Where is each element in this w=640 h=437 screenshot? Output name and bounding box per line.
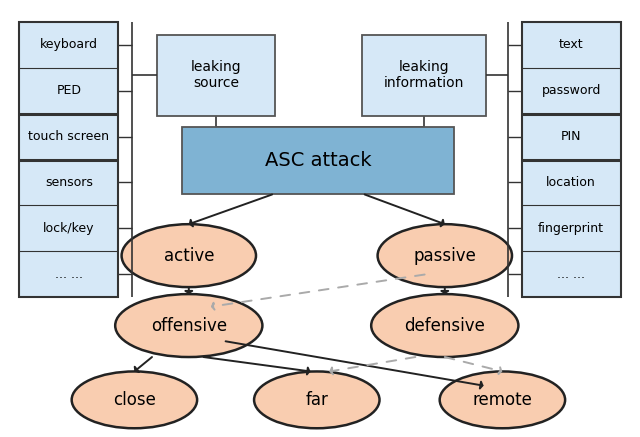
- Text: lock/key: lock/key: [43, 222, 95, 235]
- Ellipse shape: [378, 224, 512, 287]
- Text: ... ...: ... ...: [55, 268, 83, 281]
- Text: offensive: offensive: [151, 316, 227, 335]
- Text: PED: PED: [56, 84, 81, 97]
- Text: remote: remote: [472, 391, 532, 409]
- Text: fingerprint: fingerprint: [538, 222, 604, 235]
- FancyBboxPatch shape: [19, 22, 118, 297]
- Text: passive: passive: [413, 246, 476, 265]
- Text: PIN: PIN: [561, 130, 582, 143]
- FancyBboxPatch shape: [157, 35, 275, 116]
- Ellipse shape: [254, 371, 380, 428]
- Text: location: location: [547, 176, 596, 189]
- Text: close: close: [113, 391, 156, 409]
- FancyBboxPatch shape: [362, 35, 486, 116]
- Ellipse shape: [371, 294, 518, 357]
- Text: ASC attack: ASC attack: [265, 151, 372, 170]
- Ellipse shape: [440, 371, 565, 428]
- Text: sensors: sensors: [45, 176, 93, 189]
- Ellipse shape: [122, 224, 256, 287]
- Text: password: password: [541, 84, 601, 97]
- Text: ... ...: ... ...: [557, 268, 585, 281]
- FancyBboxPatch shape: [182, 127, 454, 194]
- Text: defensive: defensive: [404, 316, 485, 335]
- Text: keyboard: keyboard: [40, 38, 98, 51]
- Text: touch screen: touch screen: [28, 130, 109, 143]
- Text: text: text: [559, 38, 584, 51]
- Text: active: active: [164, 246, 214, 265]
- FancyBboxPatch shape: [522, 22, 621, 297]
- Text: far: far: [305, 391, 328, 409]
- Ellipse shape: [115, 294, 262, 357]
- Text: leaking
source: leaking source: [191, 60, 241, 90]
- Text: leaking
information: leaking information: [384, 60, 464, 90]
- Ellipse shape: [72, 371, 197, 428]
